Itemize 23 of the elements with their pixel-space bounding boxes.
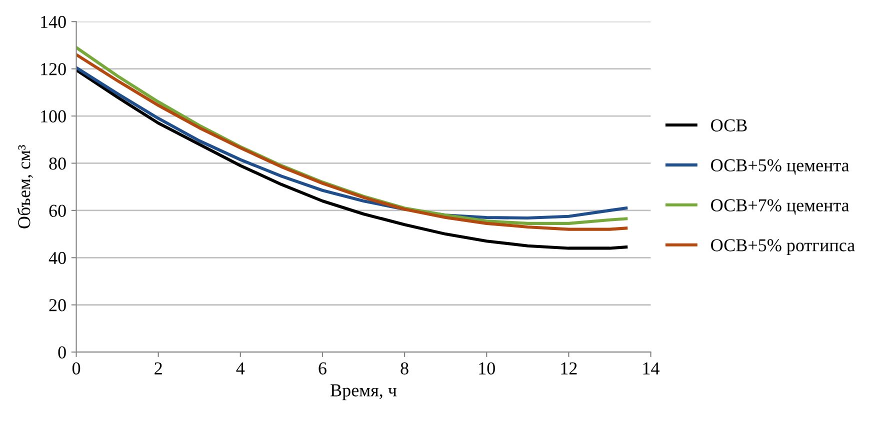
legend-label: ОСВ+5% ротгипса xyxy=(711,239,855,256)
line-series xyxy=(76,68,628,250)
legend-label: ОСВ+5% цемента xyxy=(711,159,850,175)
x-tick-label: 14 xyxy=(643,362,660,374)
x-tick-label: 2 xyxy=(154,362,162,374)
y-tick-label: 40 xyxy=(48,252,66,264)
y-tick-label: 100 xyxy=(41,110,66,122)
x-tick-label: 8 xyxy=(400,362,408,375)
legend-label: ОСВ xyxy=(711,119,747,132)
y-tick-label: 60 xyxy=(49,204,66,217)
y-tick-label: 80 xyxy=(49,157,66,170)
y-tick-label: 0 xyxy=(58,346,66,359)
y-tick-label: 20 xyxy=(49,299,66,312)
y-tick-label: 120 xyxy=(41,63,66,76)
y-tick-label: 140 xyxy=(41,16,66,28)
x-tick-label: 4 xyxy=(236,362,245,374)
legend-label: ОСВ+7% цемента xyxy=(711,199,850,215)
y-axis-title: Объем, см³ xyxy=(17,144,33,228)
x-tick-label: 0 xyxy=(72,362,80,375)
x-tick-label: 6 xyxy=(318,362,326,375)
x-tick-label: 12 xyxy=(561,362,577,374)
x-axis-title: Время, ч xyxy=(330,384,397,400)
x-tick-label: 10 xyxy=(479,362,495,375)
